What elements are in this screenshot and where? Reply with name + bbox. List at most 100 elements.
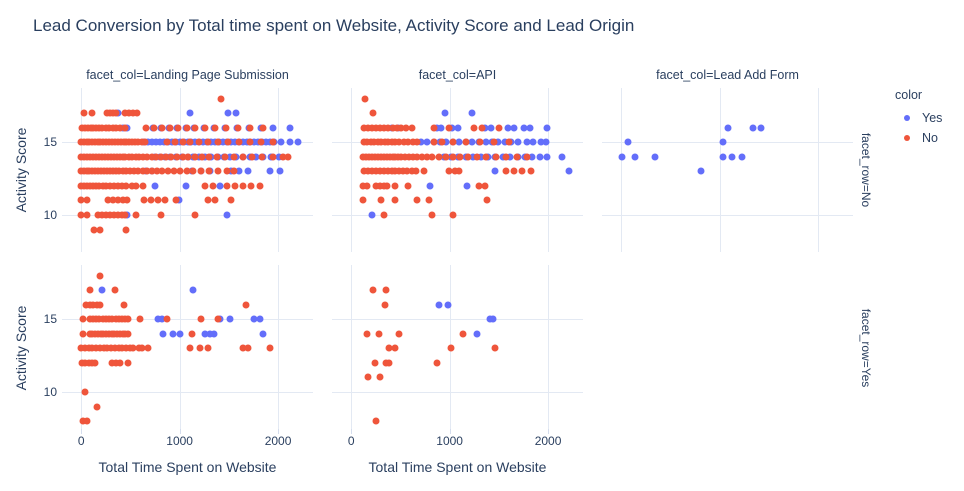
- data-point[interactable]: [408, 124, 416, 132]
- data-point[interactable]: [201, 330, 209, 338]
- data-point[interactable]: [102, 211, 110, 219]
- data-point[interactable]: [176, 167, 184, 175]
- data-point[interactable]: [529, 138, 537, 146]
- data-point[interactable]: [520, 124, 528, 132]
- data-point[interactable]: [118, 182, 126, 190]
- data-point[interactable]: [112, 124, 120, 132]
- data-point[interactable]: [449, 138, 457, 146]
- data-point[interactable]: [157, 153, 165, 161]
- data-point[interactable]: [269, 124, 277, 132]
- data-point[interactable]: [182, 182, 190, 190]
- data-point[interactable]: [81, 388, 89, 396]
- data-point[interactable]: [163, 315, 171, 323]
- data-point[interactable]: [111, 344, 119, 352]
- data-point[interactable]: [505, 138, 513, 146]
- data-point[interactable]: [363, 330, 371, 338]
- data-point[interactable]: [195, 138, 203, 146]
- data-point[interactable]: [139, 153, 147, 161]
- data-point[interactable]: [494, 138, 502, 146]
- data-point[interactable]: [724, 124, 731, 132]
- data-point[interactable]: [481, 182, 489, 190]
- facet-panel-yes-landing-page-submission[interactable]: [62, 265, 313, 429]
- data-point[interactable]: [489, 315, 497, 323]
- data-point[interactable]: [451, 167, 459, 175]
- data-point[interactable]: [209, 182, 217, 190]
- data-point[interactable]: [363, 182, 371, 190]
- data-point[interactable]: [139, 182, 147, 190]
- data-point[interactable]: [441, 109, 449, 117]
- data-point[interactable]: [223, 167, 231, 175]
- data-point[interactable]: [246, 124, 254, 132]
- data-point[interactable]: [487, 124, 495, 132]
- data-point[interactable]: [214, 167, 222, 175]
- data-point[interactable]: [124, 330, 132, 338]
- data-point[interactable]: [83, 196, 91, 204]
- data-point[interactable]: [250, 138, 258, 146]
- data-point[interactable]: [118, 211, 126, 219]
- data-point[interactable]: [369, 109, 377, 117]
- data-point[interactable]: [399, 167, 407, 175]
- data-point[interactable]: [242, 301, 250, 309]
- data-point[interactable]: [121, 109, 129, 117]
- data-point[interactable]: [470, 124, 478, 132]
- data-point[interactable]: [183, 124, 191, 132]
- data-point[interactable]: [476, 138, 484, 146]
- data-point[interactable]: [116, 359, 124, 367]
- data-point[interactable]: [163, 138, 171, 146]
- data-point[interactable]: [83, 211, 91, 219]
- data-point[interactable]: [371, 359, 379, 367]
- data-point[interactable]: [147, 196, 155, 204]
- data-point[interactable]: [98, 211, 106, 219]
- data-point[interactable]: [502, 167, 510, 175]
- data-point[interactable]: [125, 109, 133, 117]
- data-point[interactable]: [528, 153, 536, 161]
- data-point[interactable]: [186, 109, 194, 117]
- data-point[interactable]: [201, 124, 209, 132]
- data-point[interactable]: [391, 167, 399, 175]
- data-point[interactable]: [565, 167, 573, 175]
- data-point[interactable]: [184, 153, 192, 161]
- data-point[interactable]: [388, 138, 396, 146]
- data-point[interactable]: [269, 138, 277, 146]
- data-point[interactable]: [81, 344, 89, 352]
- data-point[interactable]: [749, 124, 757, 132]
- data-point[interactable]: [170, 167, 178, 175]
- data-point[interactable]: [413, 153, 421, 161]
- data-point[interactable]: [188, 330, 196, 338]
- data-point[interactable]: [154, 196, 162, 204]
- data-point[interactable]: [389, 124, 397, 132]
- data-point[interactable]: [543, 153, 551, 161]
- data-point[interactable]: [106, 182, 114, 190]
- data-point[interactable]: [395, 167, 403, 175]
- data-point[interactable]: [191, 138, 199, 146]
- data-point[interactable]: [502, 153, 510, 161]
- data-point[interactable]: [384, 124, 392, 132]
- data-point[interactable]: [79, 417, 87, 425]
- data-point[interactable]: [259, 124, 267, 132]
- data-point[interactable]: [183, 167, 191, 175]
- data-point[interactable]: [191, 153, 199, 161]
- data-point[interactable]: [211, 124, 219, 132]
- data-point[interactable]: [277, 138, 285, 146]
- data-point[interactable]: [116, 124, 124, 132]
- data-point[interactable]: [368, 167, 376, 175]
- data-point[interactable]: [126, 344, 134, 352]
- data-point[interactable]: [369, 286, 377, 294]
- data-point[interactable]: [506, 153, 514, 161]
- data-point[interactable]: [286, 124, 294, 132]
- data-point[interactable]: [364, 124, 372, 132]
- data-point[interactable]: [159, 330, 167, 338]
- data-point[interactable]: [491, 344, 499, 352]
- data-point[interactable]: [189, 286, 197, 294]
- data-point[interactable]: [204, 344, 212, 352]
- data-point[interactable]: [266, 344, 274, 352]
- data-point[interactable]: [93, 403, 101, 410]
- data-point[interactable]: [375, 330, 383, 338]
- data-point[interactable]: [418, 153, 426, 161]
- data-point[interactable]: [107, 344, 115, 352]
- data-point[interactable]: [294, 138, 302, 146]
- data-point[interactable]: [224, 138, 232, 146]
- data-point[interactable]: [435, 153, 443, 161]
- data-point[interactable]: [425, 196, 433, 204]
- data-point[interactable]: [205, 167, 213, 175]
